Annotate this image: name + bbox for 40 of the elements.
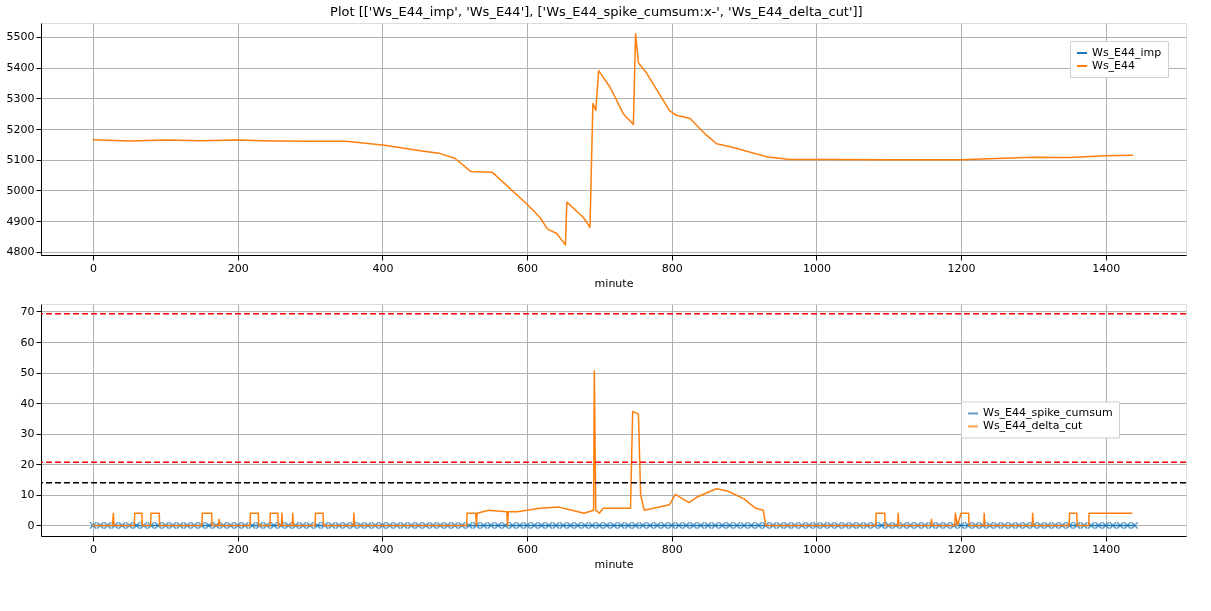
x-tick-label: 1000 — [802, 542, 831, 556]
x-axis-title: minute — [594, 276, 634, 290]
legend-label: Ws_E44_delta_cut — [983, 419, 1083, 433]
y-tick-label: 5100 — [6, 153, 35, 167]
y-tick-label: 30 — [20, 427, 35, 441]
y-tick-label: 4800 — [6, 245, 35, 259]
y-tick-label: 5400 — [6, 61, 35, 75]
y-tick-label: 4900 — [6, 214, 35, 228]
x-tick-label: 1000 — [802, 261, 831, 275]
x-tick-label: 1400 — [1092, 542, 1121, 556]
x-tick-label: 800 — [661, 261, 683, 275]
y-tick-label: 5300 — [6, 91, 35, 105]
chart-title: Plot [['Ws_E44_imp', 'Ws_E44'], ['Ws_E44_spike_cumsum:x-', 'Ws_E44_delta_cut']] — [330, 3, 863, 19]
y-tick-label: 40 — [20, 396, 35, 410]
y-tick-label: 60 — [20, 335, 35, 349]
y-tick-label: 0 — [27, 518, 35, 532]
x-tick-label: 1200 — [947, 261, 976, 275]
y-tick-label: 20 — [20, 457, 35, 471]
legend-label: Ws_E44 — [1092, 59, 1136, 72]
legend-label: Ws_E44_spike_cumsum — [983, 406, 1113, 420]
x-tick-label: 0 — [90, 542, 98, 556]
line-series — [92, 370, 1133, 527]
y-tick-label: 70 — [20, 304, 35, 318]
y-tick-label: 50 — [20, 366, 35, 380]
x-tick-label: 1200 — [947, 542, 976, 556]
x-tick-label: 600 — [517, 542, 539, 556]
x-axis-title: minute — [594, 557, 634, 571]
x-tick-label: 200 — [227, 261, 249, 275]
x-tick-label: 800 — [661, 542, 683, 556]
x-tick-label: 400 — [372, 261, 394, 275]
legend-label: Ws_E44_imp — [1092, 46, 1162, 59]
x-tick-label: 0 — [90, 261, 98, 275]
x-tick-label: 200 — [227, 542, 249, 556]
y-tick-label: 5000 — [6, 183, 35, 197]
y-tick-label: 10 — [20, 488, 35, 502]
y-tick-label: 5200 — [6, 122, 35, 136]
x-tick-label: 1400 — [1092, 261, 1121, 275]
x-tick-label: 600 — [517, 261, 539, 275]
x-tick-label: 400 — [372, 542, 394, 556]
y-tick-label: 5500 — [6, 30, 35, 44]
